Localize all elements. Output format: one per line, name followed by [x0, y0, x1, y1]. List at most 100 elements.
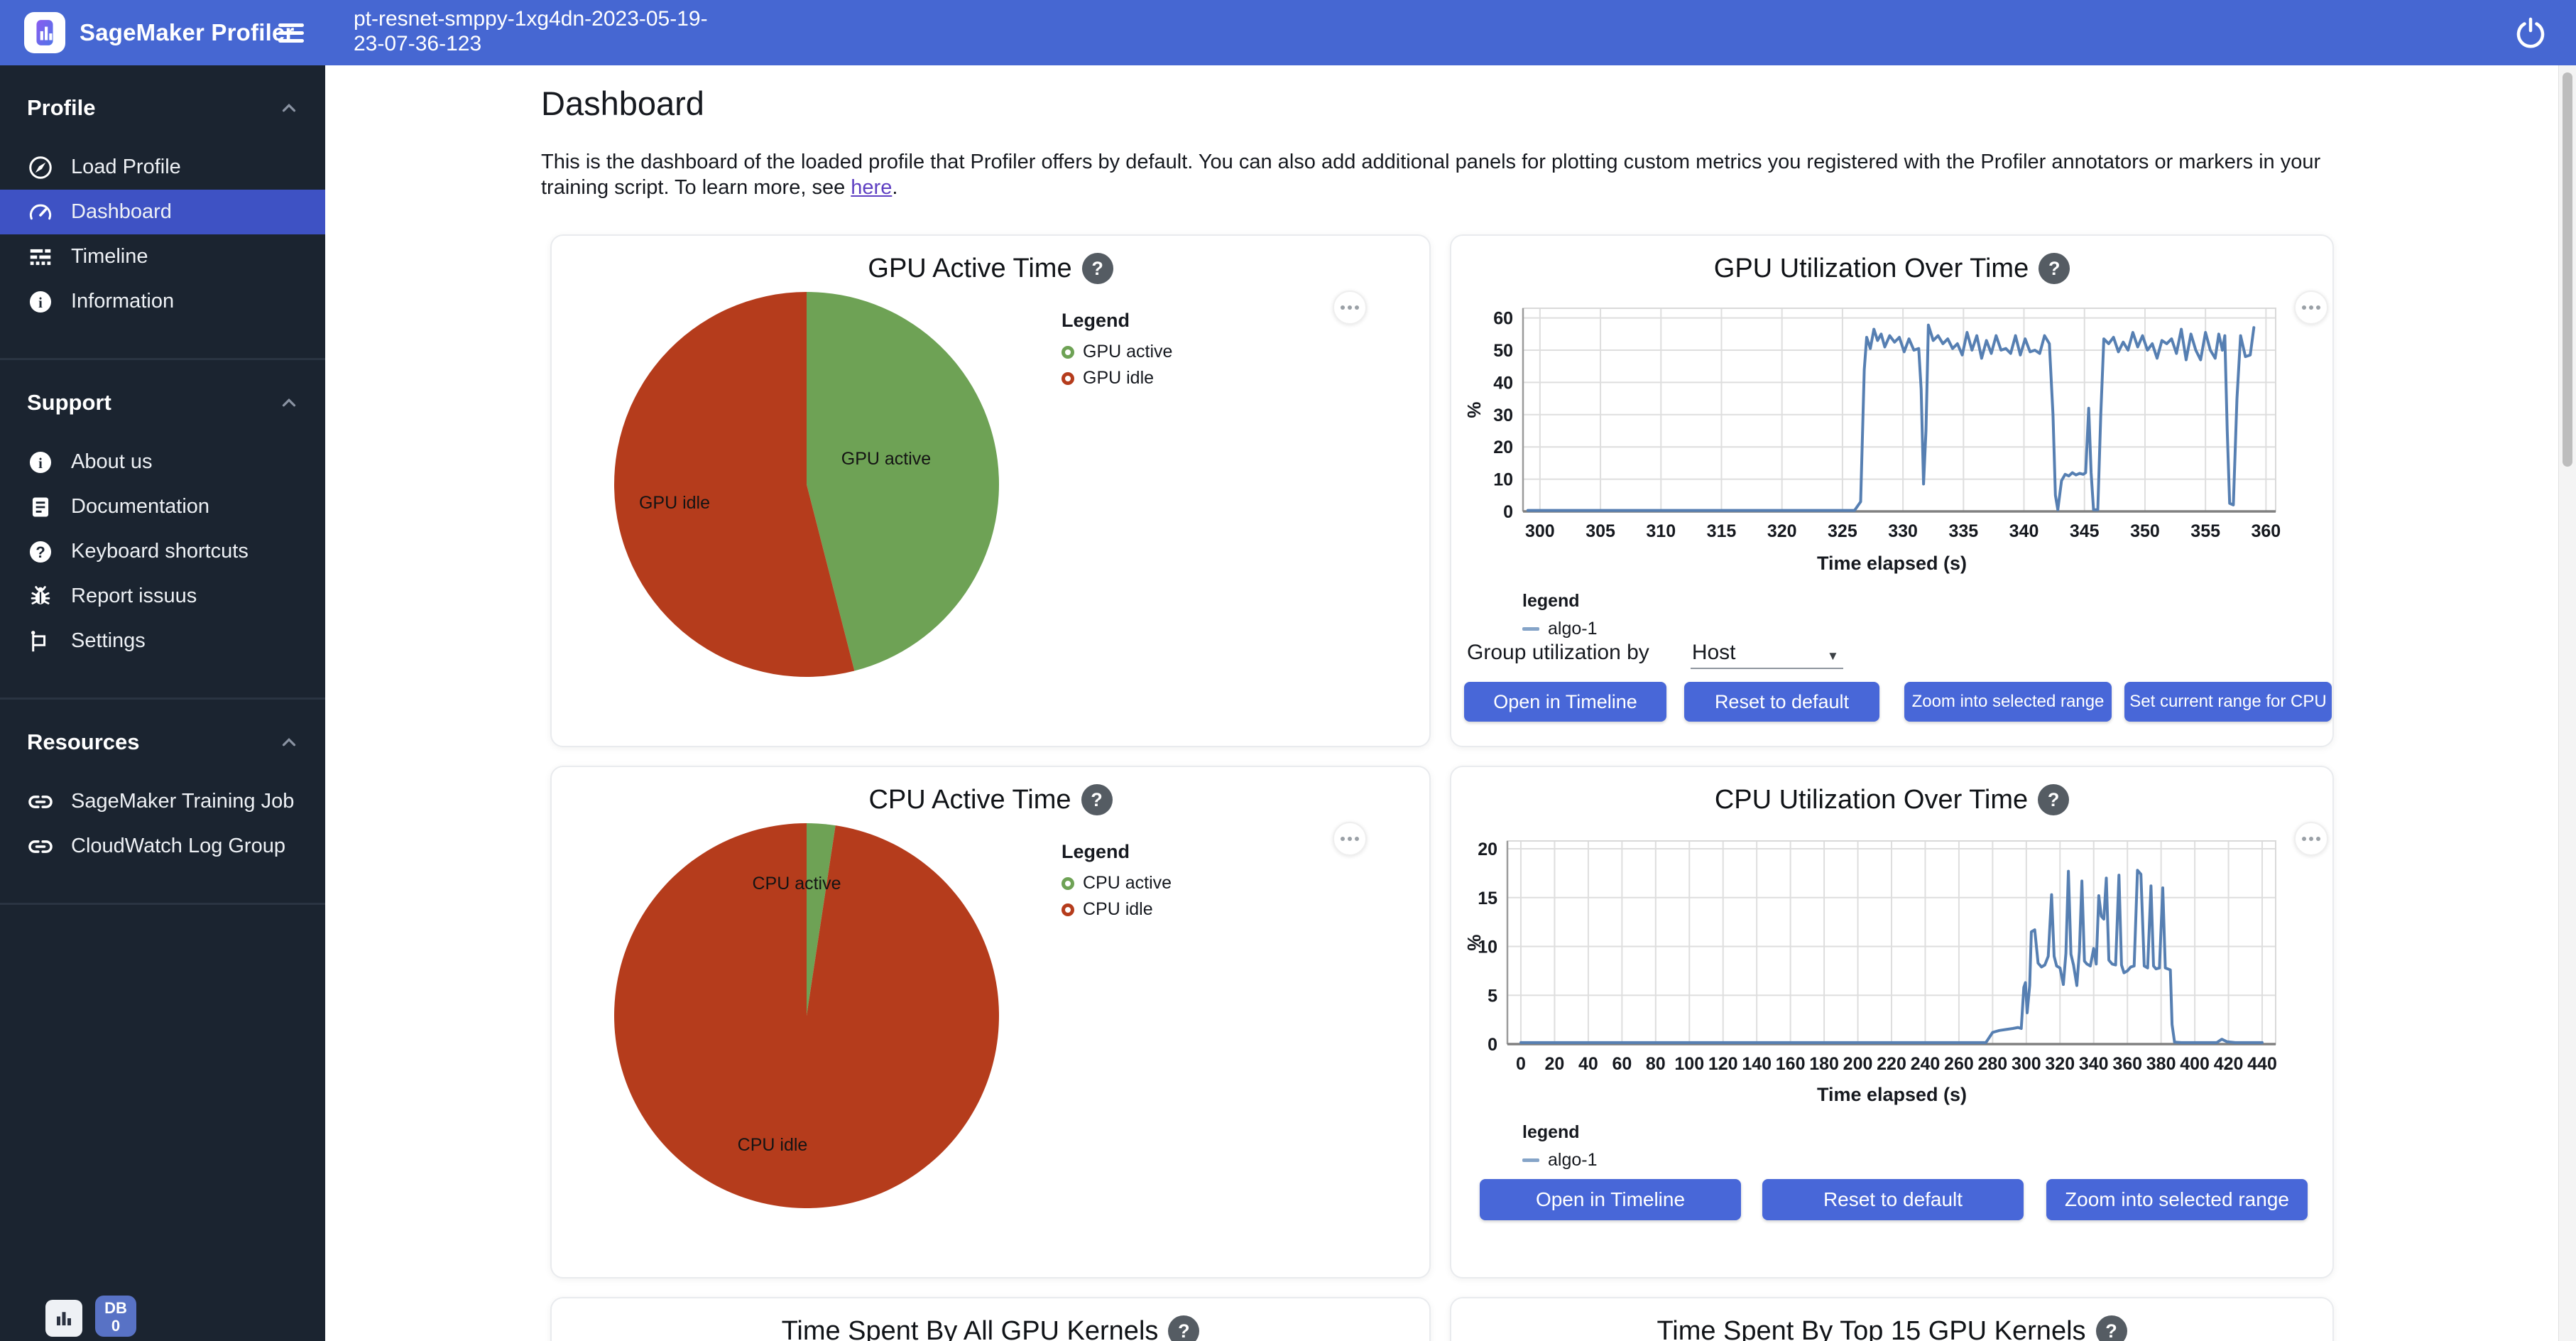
sidebar-item-information[interactable]: i Information [0, 279, 325, 324]
cpu-utilization-line-chart[interactable]: 0 20 40 60 80 100 120 140 160 180 200 220 240 260 280 3… [1462, 831, 2307, 1080]
svg-text:240: 240 [1911, 1054, 1941, 1074]
zoom-into-selected-range-button[interactable]: Zoom into selected range [1904, 682, 2112, 722]
sidebar-item-label: About us [71, 450, 153, 473]
svg-text:320: 320 [2045, 1054, 2075, 1074]
time-spent-top15-gpu-kernels-panel: Time Spent By Top 15 GPU Kernels ? [1450, 1297, 2334, 1341]
gpu-utilization-line-chart[interactable]: 300 305 310 315 320 325 330 335 340 345 350 355 360 0… [1462, 298, 2307, 547]
sidebar-section-resources: Resources SageMaker Training Job CloudWa… [0, 697, 325, 869]
svg-text:325: 325 [1828, 521, 1857, 541]
help-icon[interactable]: ? [2039, 253, 2070, 284]
svg-text:320: 320 [1767, 521, 1797, 541]
power-icon[interactable] [2514, 16, 2548, 50]
reset-to-default-button[interactable]: Reset to default [1684, 682, 1879, 722]
info-icon: i [29, 291, 52, 313]
chevron-up-icon[interactable] [278, 392, 300, 413]
legend-ring-icon [1061, 371, 1074, 385]
sidebar-item-timeline[interactable]: Timeline [0, 234, 325, 279]
set-current-range-for-cpu-button[interactable]: Set current range for CPU [2124, 682, 2332, 722]
help-icon[interactable]: ? [1081, 253, 1113, 284]
panel-menu-button[interactable] [1333, 822, 1367, 856]
legend-ring-icon [1061, 876, 1074, 890]
panel-title: GPU Utilization Over Time [1713, 253, 2029, 283]
cpu-active-time-pie-chart: CPU active CPU idle [614, 823, 999, 1208]
svg-text:10: 10 [1493, 470, 1513, 490]
open-in-timeline-button[interactable]: Open in Timeline [1480, 1179, 1741, 1220]
gpu-active-time-pie-chart: GPU active GPU idle [614, 292, 999, 677]
svg-text:220: 220 [1877, 1054, 1906, 1074]
group-by-select[interactable]: Host ▼ [1690, 641, 1843, 669]
sidebar-item-label: Information [71, 290, 175, 313]
reset-to-default-button[interactable]: Reset to default [1762, 1179, 2024, 1220]
menu-icon[interactable] [278, 18, 307, 47]
db-badge[interactable]: DB 0 [95, 1296, 136, 1337]
db-badge-line2: 0 [111, 1317, 121, 1335]
svg-text:345: 345 [2070, 521, 2100, 541]
sidebar-item-settings[interactable]: Settings [0, 619, 325, 663]
svg-text:%: % [1463, 934, 1485, 950]
panel-menu-button[interactable] [1333, 291, 1367, 325]
sidebar-item-report-issues[interactable]: Report issuus [0, 574, 325, 619]
cpu-utilization-panel: CPU Utilization Over Time ? 0 20 40 60 80 100… [1450, 766, 2334, 1278]
series-dash-icon [1522, 627, 1539, 631]
zoom-into-selected-range-button[interactable]: Zoom into selected range [2046, 1179, 2308, 1220]
svg-text:340: 340 [2009, 521, 2039, 541]
svg-text:350: 350 [2130, 521, 2160, 541]
line-legend: legend algo-1 [1522, 1122, 1598, 1170]
chart-tool-button[interactable] [45, 1300, 82, 1337]
link-icon [28, 840, 53, 853]
svg-text:360: 360 [2112, 1054, 2142, 1074]
sidebar-item-keyboard-shortcuts[interactable]: ? Keyboard shortcuts [0, 529, 325, 574]
svg-text:440: 440 [2247, 1054, 2277, 1074]
learn-more-link[interactable]: here [851, 176, 893, 199]
section-title-resources: Resources [27, 729, 140, 754]
vertical-scrollbar[interactable] [2558, 65, 2576, 1341]
svg-text:0: 0 [1503, 502, 1513, 522]
document-icon [32, 497, 49, 516]
sidebar-item-about-us[interactable]: i About us [0, 440, 325, 484]
help-icon[interactable]: ? [1081, 784, 1113, 815]
chevron-up-icon[interactable] [278, 732, 300, 753]
svg-text:40: 40 [1578, 1054, 1598, 1074]
svg-text:?: ? [36, 543, 45, 560]
open-in-timeline-button[interactable]: Open in Timeline [1464, 682, 1666, 722]
app-logo-icon[interactable] [24, 12, 65, 53]
panel-menu-button[interactable] [2294, 291, 2328, 325]
svg-text:360: 360 [2252, 521, 2281, 541]
sidebar-item-cloudwatch-log-group[interactable]: CloudWatch Log Group [0, 824, 325, 869]
svg-text:0: 0 [1488, 1035, 1497, 1055]
pie-legend: Legend GPU active GPU idle [1061, 310, 1172, 389]
sidebar-item-sagemaker-training-job[interactable]: SageMaker Training Job [0, 779, 325, 824]
svg-text:310: 310 [1646, 521, 1676, 541]
section-title-profile: Profile [27, 95, 96, 120]
timeline-icon [30, 249, 51, 265]
panel-menu-button[interactable] [2294, 822, 2328, 856]
svg-text:40: 40 [1493, 373, 1513, 393]
svg-text:260: 260 [1944, 1054, 1974, 1074]
help-icon[interactable]: ? [1168, 1315, 1200, 1341]
x-axis-label: Time elapsed (s) [1816, 1084, 1968, 1105]
link-icon [28, 795, 53, 808]
panel-title: Time Spent By All GPU Kernels [781, 1315, 1159, 1341]
chevron-down-icon: ▼ [1826, 649, 1839, 663]
help-icon[interactable]: ? [2095, 1315, 2127, 1341]
main-content: Dashboard This is the dashboard of the l… [325, 65, 2576, 1341]
svg-text:50: 50 [1493, 341, 1513, 361]
info-icon: i [29, 451, 52, 473]
scrollbar-thumb[interactable] [2563, 72, 2572, 467]
svg-text:20: 20 [1545, 1054, 1565, 1074]
sidebar-item-dashboard[interactable]: Dashboard [0, 190, 325, 234]
sidebar-item-documentation[interactable]: Documentation [0, 484, 325, 529]
page-title: Dashboard [541, 85, 704, 122]
group-by-label: Group utilization by [1467, 641, 1649, 664]
svg-text:CPU active: CPU active [752, 874, 841, 894]
svg-text:i: i [38, 455, 43, 471]
sidebar-item-load-profile[interactable]: Load Profile [0, 145, 325, 190]
legend-item: GPU active [1061, 342, 1172, 362]
panel-title: CPU Active Time [868, 784, 1071, 815]
db-badge-line1: DB [104, 1299, 127, 1317]
sidebar-item-label: Keyboard shortcuts [71, 540, 249, 563]
chevron-up-icon[interactable] [278, 97, 300, 119]
gpu-active-time-panel: GPU Active Time ? GPU active GPU idle Leg… [550, 234, 1431, 747]
help-icon[interactable]: ? [2038, 784, 2070, 815]
sidebar-item-label: Settings [71, 629, 146, 652]
